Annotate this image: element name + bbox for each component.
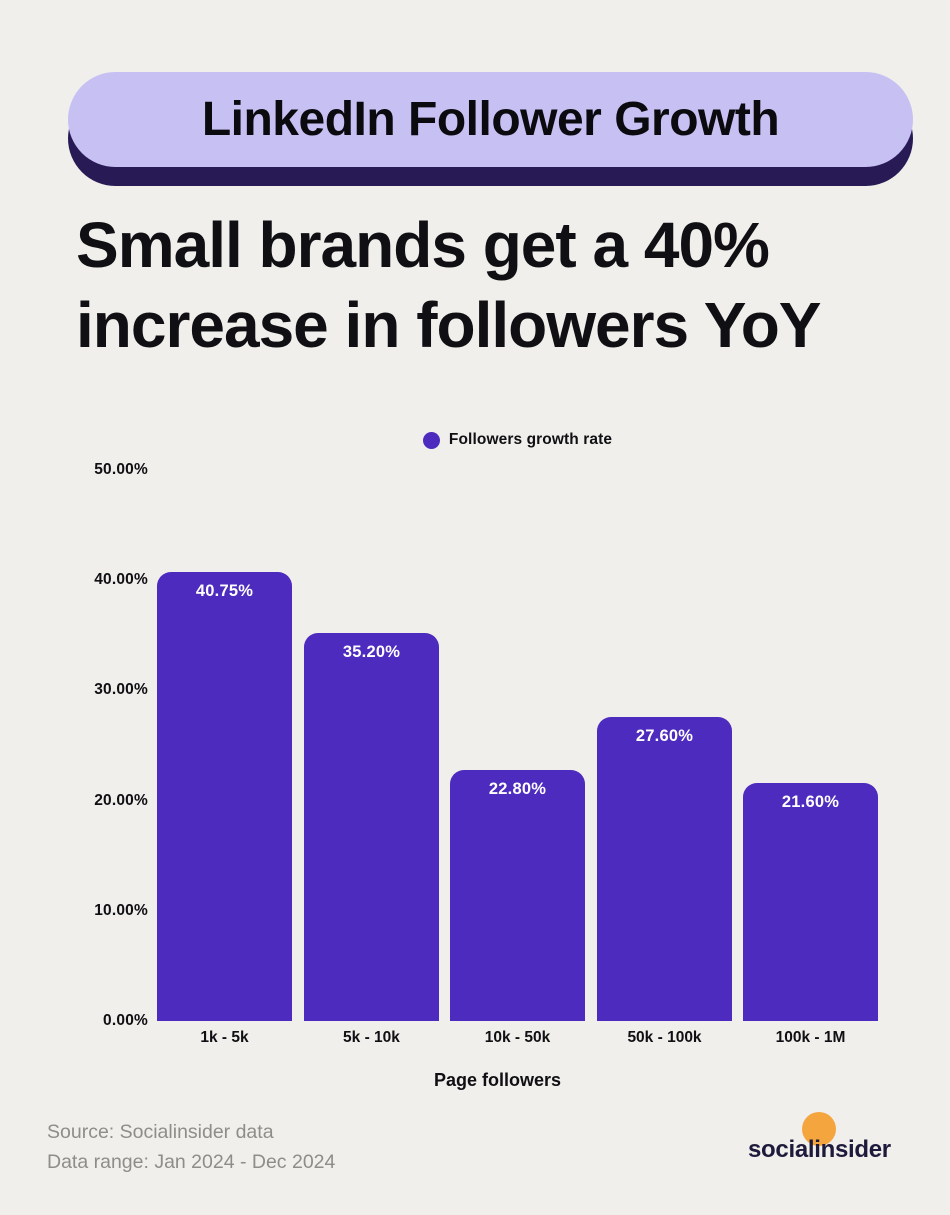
legend-dot-icon bbox=[422, 431, 440, 449]
socialinsider-logo: socialinsider bbox=[748, 1112, 892, 1164]
page-title-line-2: increase in followers YoY bbox=[76, 289, 821, 361]
y-tick-label: 20.00% bbox=[94, 791, 148, 809]
x-tick-label: 100k - 1M bbox=[775, 1029, 846, 1046]
data-range-line: Data range: Jan 2024 - Dec 2024 bbox=[47, 1151, 336, 1173]
x-tick-label: 5k - 10k bbox=[343, 1029, 400, 1046]
page-title-line-1: Small brands get a 40% bbox=[76, 209, 770, 281]
x-axis-title: Page followers bbox=[433, 1070, 562, 1090]
chart-legend: Followers growth rate bbox=[157, 430, 878, 450]
bar-value-label: 35.20% bbox=[342, 643, 401, 661]
logo-text-pre: socia bbox=[748, 1136, 808, 1163]
bar-1k - 5k: 40.75% bbox=[157, 572, 292, 1021]
source-note: Source: Socialinsider data Data range: J… bbox=[47, 1117, 335, 1177]
logo-text-mid: li bbox=[807, 1136, 821, 1163]
source-line: Source: Socialinsider data bbox=[47, 1121, 274, 1143]
header-badge: LinkedIn Follower Growth bbox=[68, 72, 913, 167]
y-tick-label: 0.00% bbox=[103, 1012, 148, 1029]
x-tick-label: 50k - 100k bbox=[627, 1029, 702, 1046]
y-tick-label: 50.00% bbox=[94, 461, 148, 478]
bar-5k - 10k: 35.20% bbox=[304, 633, 439, 1021]
logo-text-post: nsider bbox=[820, 1136, 892, 1163]
y-tick-label: 40.00% bbox=[94, 571, 148, 589]
bar-value-label: 22.80% bbox=[488, 780, 547, 798]
bar-10k - 50k: 22.80% bbox=[450, 770, 585, 1021]
x-tick-label: 10k - 50k bbox=[484, 1029, 551, 1046]
page-title: Small brands get a 40% increase in follo… bbox=[76, 205, 821, 365]
y-tick-label: 30.00% bbox=[94, 681, 148, 699]
badge-label: LinkedIn Follower Growth bbox=[201, 93, 780, 146]
bar-value-label: 21.60% bbox=[781, 793, 840, 811]
logo-orange-dot-icon bbox=[802, 1112, 836, 1146]
legend-label: Followers growth rate bbox=[448, 431, 613, 448]
bar-value-label: 27.60% bbox=[635, 727, 694, 745]
bar-100k - 1M: 21.60% bbox=[743, 783, 878, 1021]
y-tick-label: 10.00% bbox=[94, 901, 148, 919]
x-tick-label: 1k - 5k bbox=[200, 1029, 249, 1046]
bar-value-label: 40.75% bbox=[195, 582, 254, 600]
bar-50k - 100k: 27.60% bbox=[597, 717, 732, 1021]
